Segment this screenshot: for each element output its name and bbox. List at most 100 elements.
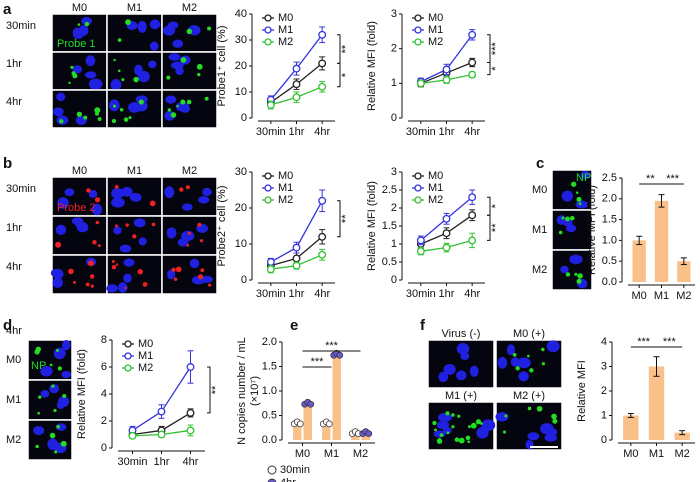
signal [55, 241, 62, 248]
y-axis-title: Probe1⁺ cell (%) [216, 25, 228, 106]
nucleus [443, 363, 456, 375]
y-tick-label: 2 [601, 385, 607, 397]
x-tick-label: M1 [324, 448, 339, 460]
signal [71, 71, 76, 76]
x-tick-label: 1hr [289, 126, 305, 138]
signal [446, 431, 450, 435]
nucleus [456, 342, 470, 355]
signal [35, 346, 42, 353]
y-axis-title: Relative MFI [576, 360, 588, 422]
signal [170, 112, 177, 118]
x-tick-label: M1 [654, 290, 669, 302]
nucleus [569, 254, 583, 265]
x-tick-label: M2 [353, 448, 368, 460]
signal [186, 99, 192, 105]
legend-label: 30min [280, 464, 310, 476]
y-tick-label: 10 [235, 86, 247, 98]
legend-label: M2 [278, 36, 293, 48]
legend-label: M2 [428, 36, 443, 48]
signal [90, 284, 94, 288]
nucleus [53, 107, 64, 117]
nucleus [556, 215, 567, 225]
stain-label: NP [576, 172, 591, 184]
signal [561, 216, 565, 220]
time-label: 4hr [6, 325, 22, 337]
signal [117, 38, 122, 42]
significance-label: ** [490, 223, 502, 232]
nucleus [495, 412, 509, 422]
series-line [132, 366, 192, 431]
data-point [292, 261, 301, 270]
legend-marker [264, 14, 272, 22]
signal [72, 280, 76, 284]
nucleus [527, 432, 540, 441]
row-label: M2 [6, 434, 21, 446]
data-point [318, 196, 327, 205]
signal [125, 223, 129, 227]
signal [166, 75, 171, 80]
data-point [292, 64, 301, 73]
signal [125, 19, 131, 25]
panel-label: e [290, 317, 298, 334]
y-tick-label: 2.0 [602, 193, 617, 205]
y-tick-label: 2.5 [382, 184, 397, 196]
signal [197, 72, 201, 77]
nucleus [180, 105, 191, 113]
legend-label: M0 [138, 338, 153, 350]
significance-label: ** [646, 173, 655, 185]
signal [68, 81, 71, 85]
signal [207, 26, 212, 31]
signal [439, 433, 444, 437]
nucleus [181, 203, 193, 211]
signal [504, 414, 508, 418]
y-tick-label: 0.0 [262, 434, 277, 446]
x-tick-label: 30min [256, 126, 286, 138]
nucleus [53, 347, 66, 360]
signal [434, 428, 437, 432]
signal [111, 118, 117, 124]
panel-label: c [536, 155, 544, 172]
tile-label: M2 (+) [513, 390, 545, 402]
nucleus [433, 430, 446, 438]
nucleus [123, 258, 135, 267]
signal [199, 239, 204, 243]
tile-label: M1 (+) [445, 390, 477, 402]
replicate-dot [307, 400, 315, 408]
signal [536, 405, 543, 412]
y-tick-label: 40 [235, 8, 247, 20]
nucleus [164, 186, 175, 199]
nucleus [518, 371, 529, 382]
significance-label: *** [637, 336, 651, 348]
y-tick-label: 0.5 [382, 256, 397, 268]
signal [94, 197, 101, 203]
signal [465, 435, 471, 441]
signal [208, 283, 212, 287]
legend-marker [124, 340, 132, 348]
y-tick-label: 0.5 [602, 255, 617, 267]
signal [458, 437, 465, 444]
signal [149, 200, 156, 207]
nucleus [111, 197, 125, 208]
nucleus [57, 197, 69, 209]
nucleus [61, 370, 72, 379]
signal [87, 260, 94, 267]
y-tick-label: 3 [601, 360, 607, 372]
panel-label: a [3, 1, 12, 18]
signal [467, 440, 471, 444]
nucleus [85, 55, 96, 67]
legend-marker [414, 184, 422, 192]
y-tick-label: 30 [235, 34, 247, 46]
x-tick-label: 1hr [439, 126, 455, 138]
row-label: 30min [6, 183, 36, 195]
nucleus [127, 102, 142, 113]
significance-label: *** [490, 42, 502, 56]
signal [200, 268, 205, 273]
nucleus [91, 203, 103, 216]
signal [115, 263, 119, 266]
column-label: M0 [72, 2, 87, 14]
data-point [318, 30, 327, 39]
data-point [468, 58, 477, 67]
signal [196, 63, 203, 70]
signal [515, 366, 520, 371]
panel-label: f [420, 317, 426, 334]
